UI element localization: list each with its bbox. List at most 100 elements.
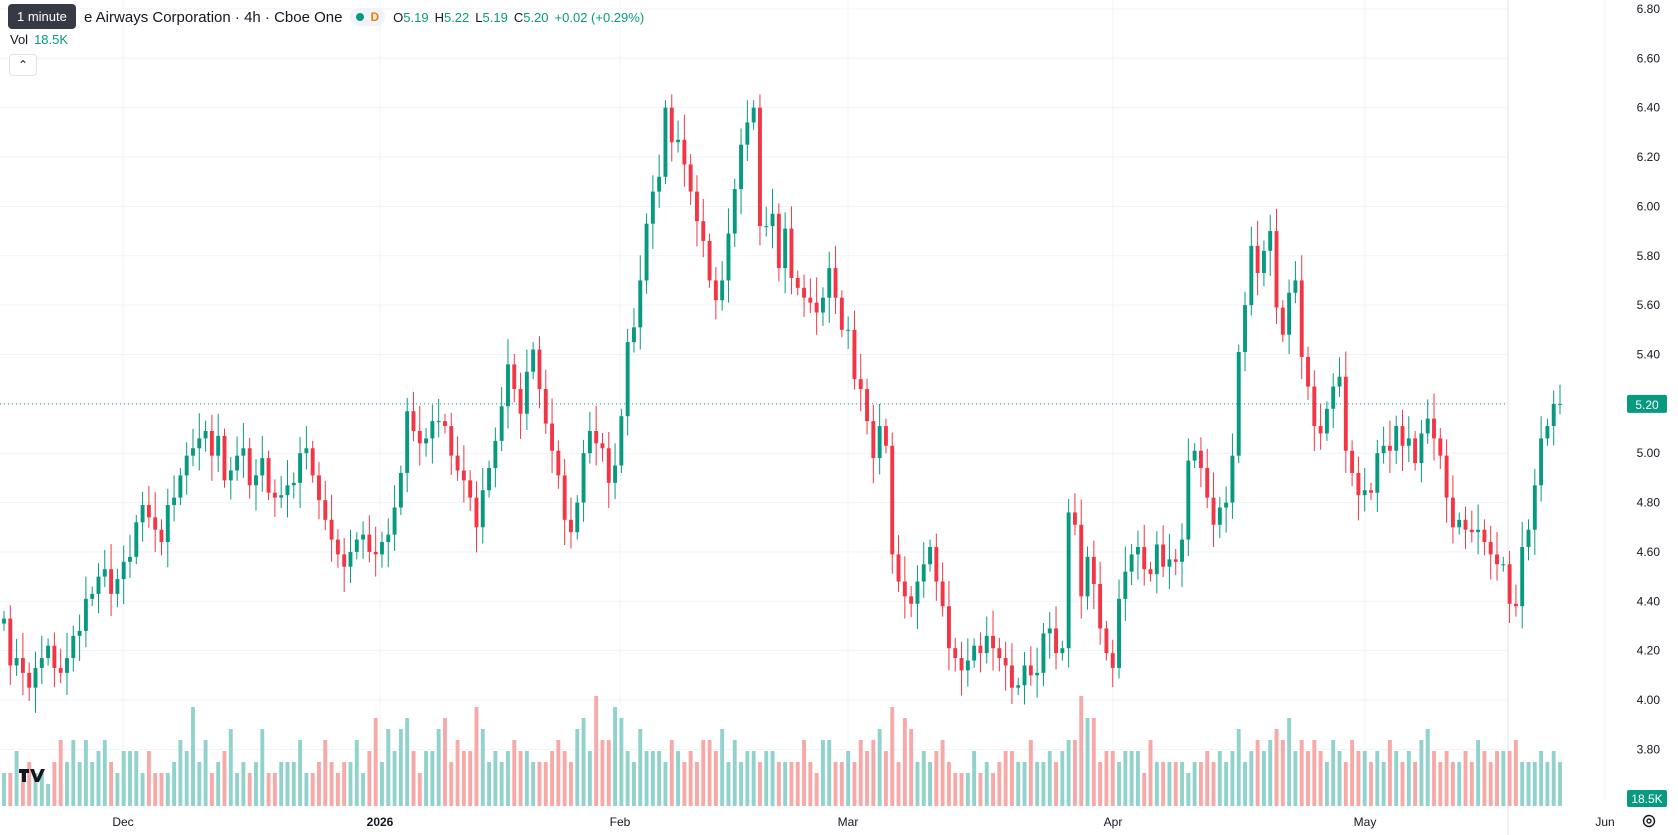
volume-bar [1098, 762, 1103, 806]
volume-bar [1413, 762, 1418, 806]
candle-body [493, 440, 498, 469]
volume-bar [776, 762, 781, 806]
candle-body [1350, 450, 1355, 473]
candle-body [1154, 544, 1159, 575]
candle-body [1419, 433, 1424, 464]
volume-bar [783, 762, 788, 806]
volume-bar [1343, 762, 1348, 806]
volume-bar [1312, 740, 1317, 806]
volume-bar [1154, 762, 1159, 806]
candle-body [361, 534, 366, 540]
volume-bar [361, 773, 366, 806]
volume-bar [1394, 751, 1399, 806]
volume-bar [1520, 762, 1525, 806]
volume-bar [512, 740, 517, 806]
candle-body [1331, 386, 1336, 409]
volume-bar [430, 751, 435, 806]
candle-body [739, 144, 744, 190]
volume-bar [1381, 762, 1386, 806]
candle-body [1167, 559, 1172, 567]
volume-bar [789, 762, 794, 806]
volume-bar [1432, 751, 1436, 806]
candle-body [921, 564, 926, 582]
candle-body [14, 658, 19, 666]
volume-bar [1350, 740, 1355, 806]
volume-bar [625, 751, 630, 806]
y-tick-label: 6.20 [1637, 150, 1661, 164]
candle-body [1135, 546, 1140, 555]
candle-body [902, 581, 907, 597]
candle-body [757, 107, 762, 227]
volume-bar [1167, 762, 1172, 806]
volume-bar [965, 773, 970, 806]
candle-body [96, 576, 101, 594]
candle-body [172, 497, 177, 506]
y-tick-label: 4.20 [1637, 644, 1661, 658]
candle-body [978, 645, 983, 654]
candle-body [222, 435, 227, 481]
market-status-badge[interactable]: D [350, 8, 386, 26]
volume-bar [1261, 751, 1266, 806]
volume-bar [1463, 751, 1468, 806]
collapse-legend-button[interactable]: ⌃ [9, 54, 37, 76]
candle-body [518, 389, 523, 414]
volume-bar [745, 751, 750, 806]
volume-bar [1161, 762, 1166, 806]
candle-body [20, 658, 25, 673]
volume-bar [39, 773, 44, 806]
volume-bar [449, 762, 454, 806]
candle-body [1337, 376, 1342, 387]
candle-body [411, 411, 416, 431]
symbol-title[interactable]: e Airways Corporation · 4h · Cboe One [84, 8, 343, 26]
volume-bar [632, 762, 636, 806]
volume-bar [1513, 740, 1518, 806]
x-tick-label: Mar [838, 815, 859, 829]
last-volume-label: 18.5K [1631, 792, 1662, 806]
volume-bar [751, 751, 756, 806]
candle-body [732, 189, 737, 234]
candle-body [1381, 445, 1386, 454]
volume-bar [1482, 751, 1487, 806]
volume-bar [65, 762, 69, 806]
candle-body [1299, 280, 1304, 357]
y-tick-label: 6.80 [1637, 2, 1661, 16]
volume-bar [1142, 773, 1147, 806]
volume-bar [1009, 751, 1014, 806]
candle-body [1205, 468, 1210, 498]
volume-bar [1041, 762, 1046, 806]
volume-bar [455, 740, 460, 806]
volume-bar [562, 751, 567, 806]
candle-body [997, 648, 1002, 659]
volume-bar [506, 751, 510, 806]
volume-bar [833, 762, 838, 806]
tradingview-logo-icon[interactable] [18, 766, 46, 786]
gear-icon[interactable] [1641, 813, 1657, 829]
volume-bar [524, 751, 529, 806]
candle-body [254, 475, 258, 486]
volume-bar [915, 762, 920, 806]
candle-body [506, 364, 510, 407]
volume-bar [209, 773, 214, 806]
candle-body [373, 551, 378, 555]
y-tick-label: 6.00 [1637, 199, 1661, 213]
candle-body [1142, 546, 1147, 570]
volume-bar [197, 762, 202, 806]
candle-body [852, 329, 857, 380]
candle-body [153, 517, 158, 530]
volume-bar [222, 751, 227, 806]
volume-bar [997, 762, 1002, 806]
volume-bar [814, 773, 819, 806]
volume-bar [619, 718, 624, 806]
volume-bar [20, 773, 25, 806]
volume-bar [921, 751, 926, 806]
candle-body [380, 542, 384, 555]
price-change: +0.02 (+0.29%) [554, 9, 645, 25]
candle-body [1369, 490, 1373, 493]
volume-bar [1268, 740, 1273, 806]
candle-body [512, 364, 517, 390]
candle-body [531, 349, 536, 372]
volume-bar [1287, 718, 1292, 806]
candle-body [1211, 497, 1216, 525]
volume-bar [556, 740, 561, 806]
